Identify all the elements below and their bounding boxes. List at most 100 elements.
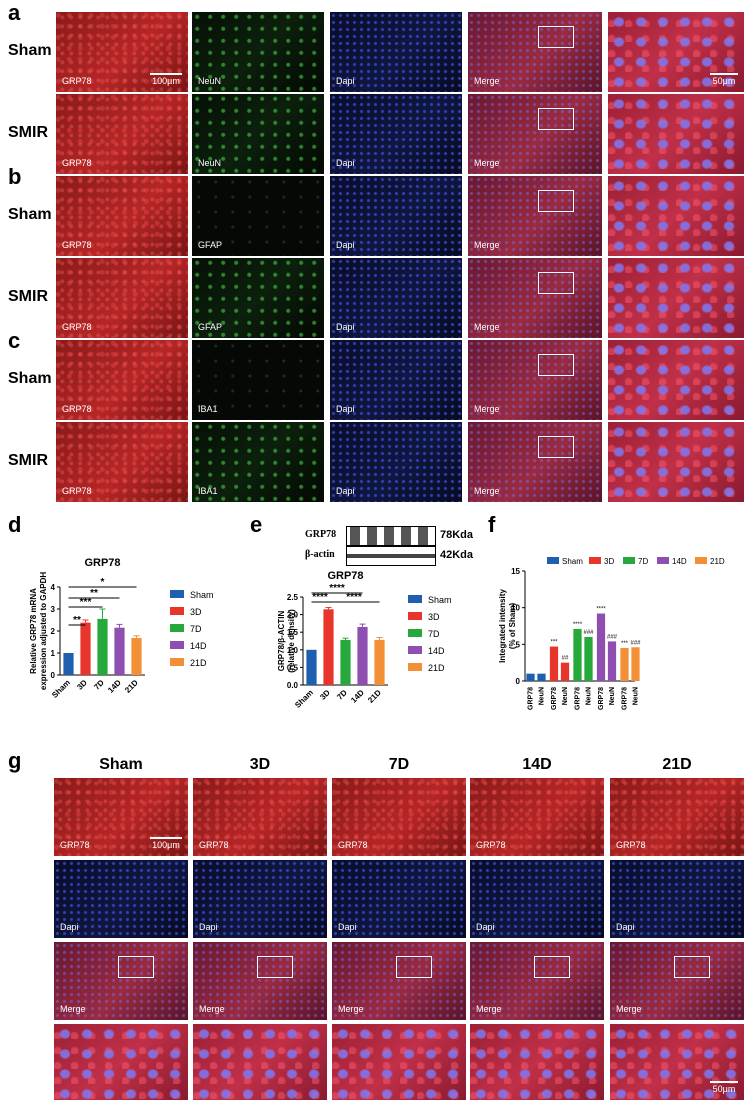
channel-label: Merge [60,1004,86,1014]
significance-mark: *** [550,640,558,646]
y-tick-label: 0.5 [287,663,299,672]
micrograph-a-sham-grp78: GRP78 100μm [56,12,188,92]
channel-label: Merge [474,76,500,86]
row-label-smir: SMIR [8,288,48,305]
x-tick-label: GRP78 [598,687,605,710]
legend-swatch [408,646,422,654]
y-tick-label: 2.0 [287,611,299,620]
channel-label: NeuN [198,76,222,86]
bar-sham [63,653,74,675]
channel-label: GRP78 [476,840,506,850]
significance-mark: ### [607,634,618,640]
channel-label: Merge [474,158,500,168]
x-tick-label: NeuN [609,687,616,705]
western-band-label-actin: β-actin [305,549,335,560]
significance-mark: **** [596,607,606,613]
row-label-smir: SMIR [8,452,48,469]
legend-swatch [623,557,635,564]
channel-label: GRP78 [62,404,92,414]
micrograph-c-smir-grp78: GRP78 [56,422,188,502]
g-micrograph-grp78: GRP78 [470,778,604,856]
scale-bar-50: 50μm [710,73,738,86]
micrograph-a-smir-grp78: GRP78 [56,94,188,174]
legend-label: 3D [428,612,440,622]
zoom-region-box [396,956,432,978]
zoom-region-box [538,354,574,376]
micrograph-a-sham-zoom: 50μm [608,12,744,92]
legend-swatch [547,557,559,564]
legend-label: 7D [428,629,440,639]
panel-label-a: a [8,0,21,25]
scale-bar-100: 100μm [150,73,182,86]
channel-label: Dapi [336,76,355,86]
legend-swatch [408,612,422,620]
significance-mark: ### [630,640,641,646]
channel-label: Merge [474,404,500,414]
y-axis-label: (relative density) [287,609,296,673]
micrograph-b-sham-merge: Merge [468,176,602,256]
significance-mark: **** [573,622,583,628]
micrograph-c-sham-merge: Merge [468,340,602,420]
channel-label: Dapi [336,404,355,414]
bar-14d [357,626,368,685]
x-tick-label: 7D [335,688,349,702]
zoom-region-box [534,956,570,978]
channel-label: Dapi [199,922,218,932]
channel-label: Dapi [476,922,495,932]
micrograph-a-smir-neun: NeuN [192,94,324,174]
y-tick-label: 5 [516,640,521,649]
y-tick-label: 0 [51,671,56,680]
micrograph-b-smir-grp78: GRP78 [56,258,188,338]
y-axis-label: Relative GRP78 mRNA [30,588,38,674]
bar-3d [80,622,91,675]
g-column-header: Sham [99,756,143,773]
x-tick-label: 21D [123,678,140,695]
channel-label: GRP78 [199,840,229,850]
chart-title: GRP78 [327,570,363,582]
channel-label: NeuN [198,158,222,168]
significance-mark: *** [80,597,92,608]
legend-swatch [170,624,184,632]
channel-label: GFAP [198,240,223,250]
channel-label: Dapi [336,322,355,332]
western-band-label-grp78: GRP78 [305,529,337,540]
legend-swatch [408,629,422,637]
legend-label: Sham [562,557,583,566]
g-micrograph-grp78: GRP78 [193,778,327,856]
x-tick-label: Sham [50,678,72,700]
zoom-region-box [538,108,574,130]
g-column-header: 21D [662,756,692,773]
channel-label: IBA1 [198,486,218,496]
row-label-sham: Sham [8,206,52,223]
y-tick-label: 2 [51,627,56,636]
bar-7d [340,639,351,685]
legend-swatch [408,663,422,671]
significance-mark: ** [73,615,81,626]
zoom-region-box [538,190,574,212]
channel-label: Merge [476,1004,502,1014]
legend-label: 14D [190,641,207,651]
micrograph-c-smir-dapi: Dapi [330,422,462,502]
micrograph-b-smir-dapi: Dapi [330,258,462,338]
channel-label: GRP78 [62,76,92,86]
legend-swatch [170,641,184,649]
g-micrograph-grp78: GRP78 [332,778,466,856]
micrograph-c-sham-iba1: IBA1 [192,340,324,420]
x-tick-label: 21D [366,688,383,705]
legend-label: 21D [190,658,207,668]
channel-label: GFAP [198,322,223,332]
micrograph-c-smir-iba1: IBA1 [192,422,324,502]
channel-label: Dapi [336,240,355,250]
micrograph-a-smir-merge: Merge [468,94,602,174]
micrograph-b-sham-zoom [608,176,744,256]
scale-bar-100: 100μm [150,837,182,850]
g-micrograph-zoom [470,1024,604,1100]
micrograph-b-smir-zoom [608,258,744,338]
y-tick-label: 15 [511,567,520,576]
legend-swatch [589,557,601,564]
g-micrograph-dapi: Dapi [470,860,604,938]
channel-label: Merge [199,1004,225,1014]
x-tick-label: NeuN [562,687,569,705]
panel-label-d: d [8,512,22,537]
zoom-region-box [538,26,574,48]
